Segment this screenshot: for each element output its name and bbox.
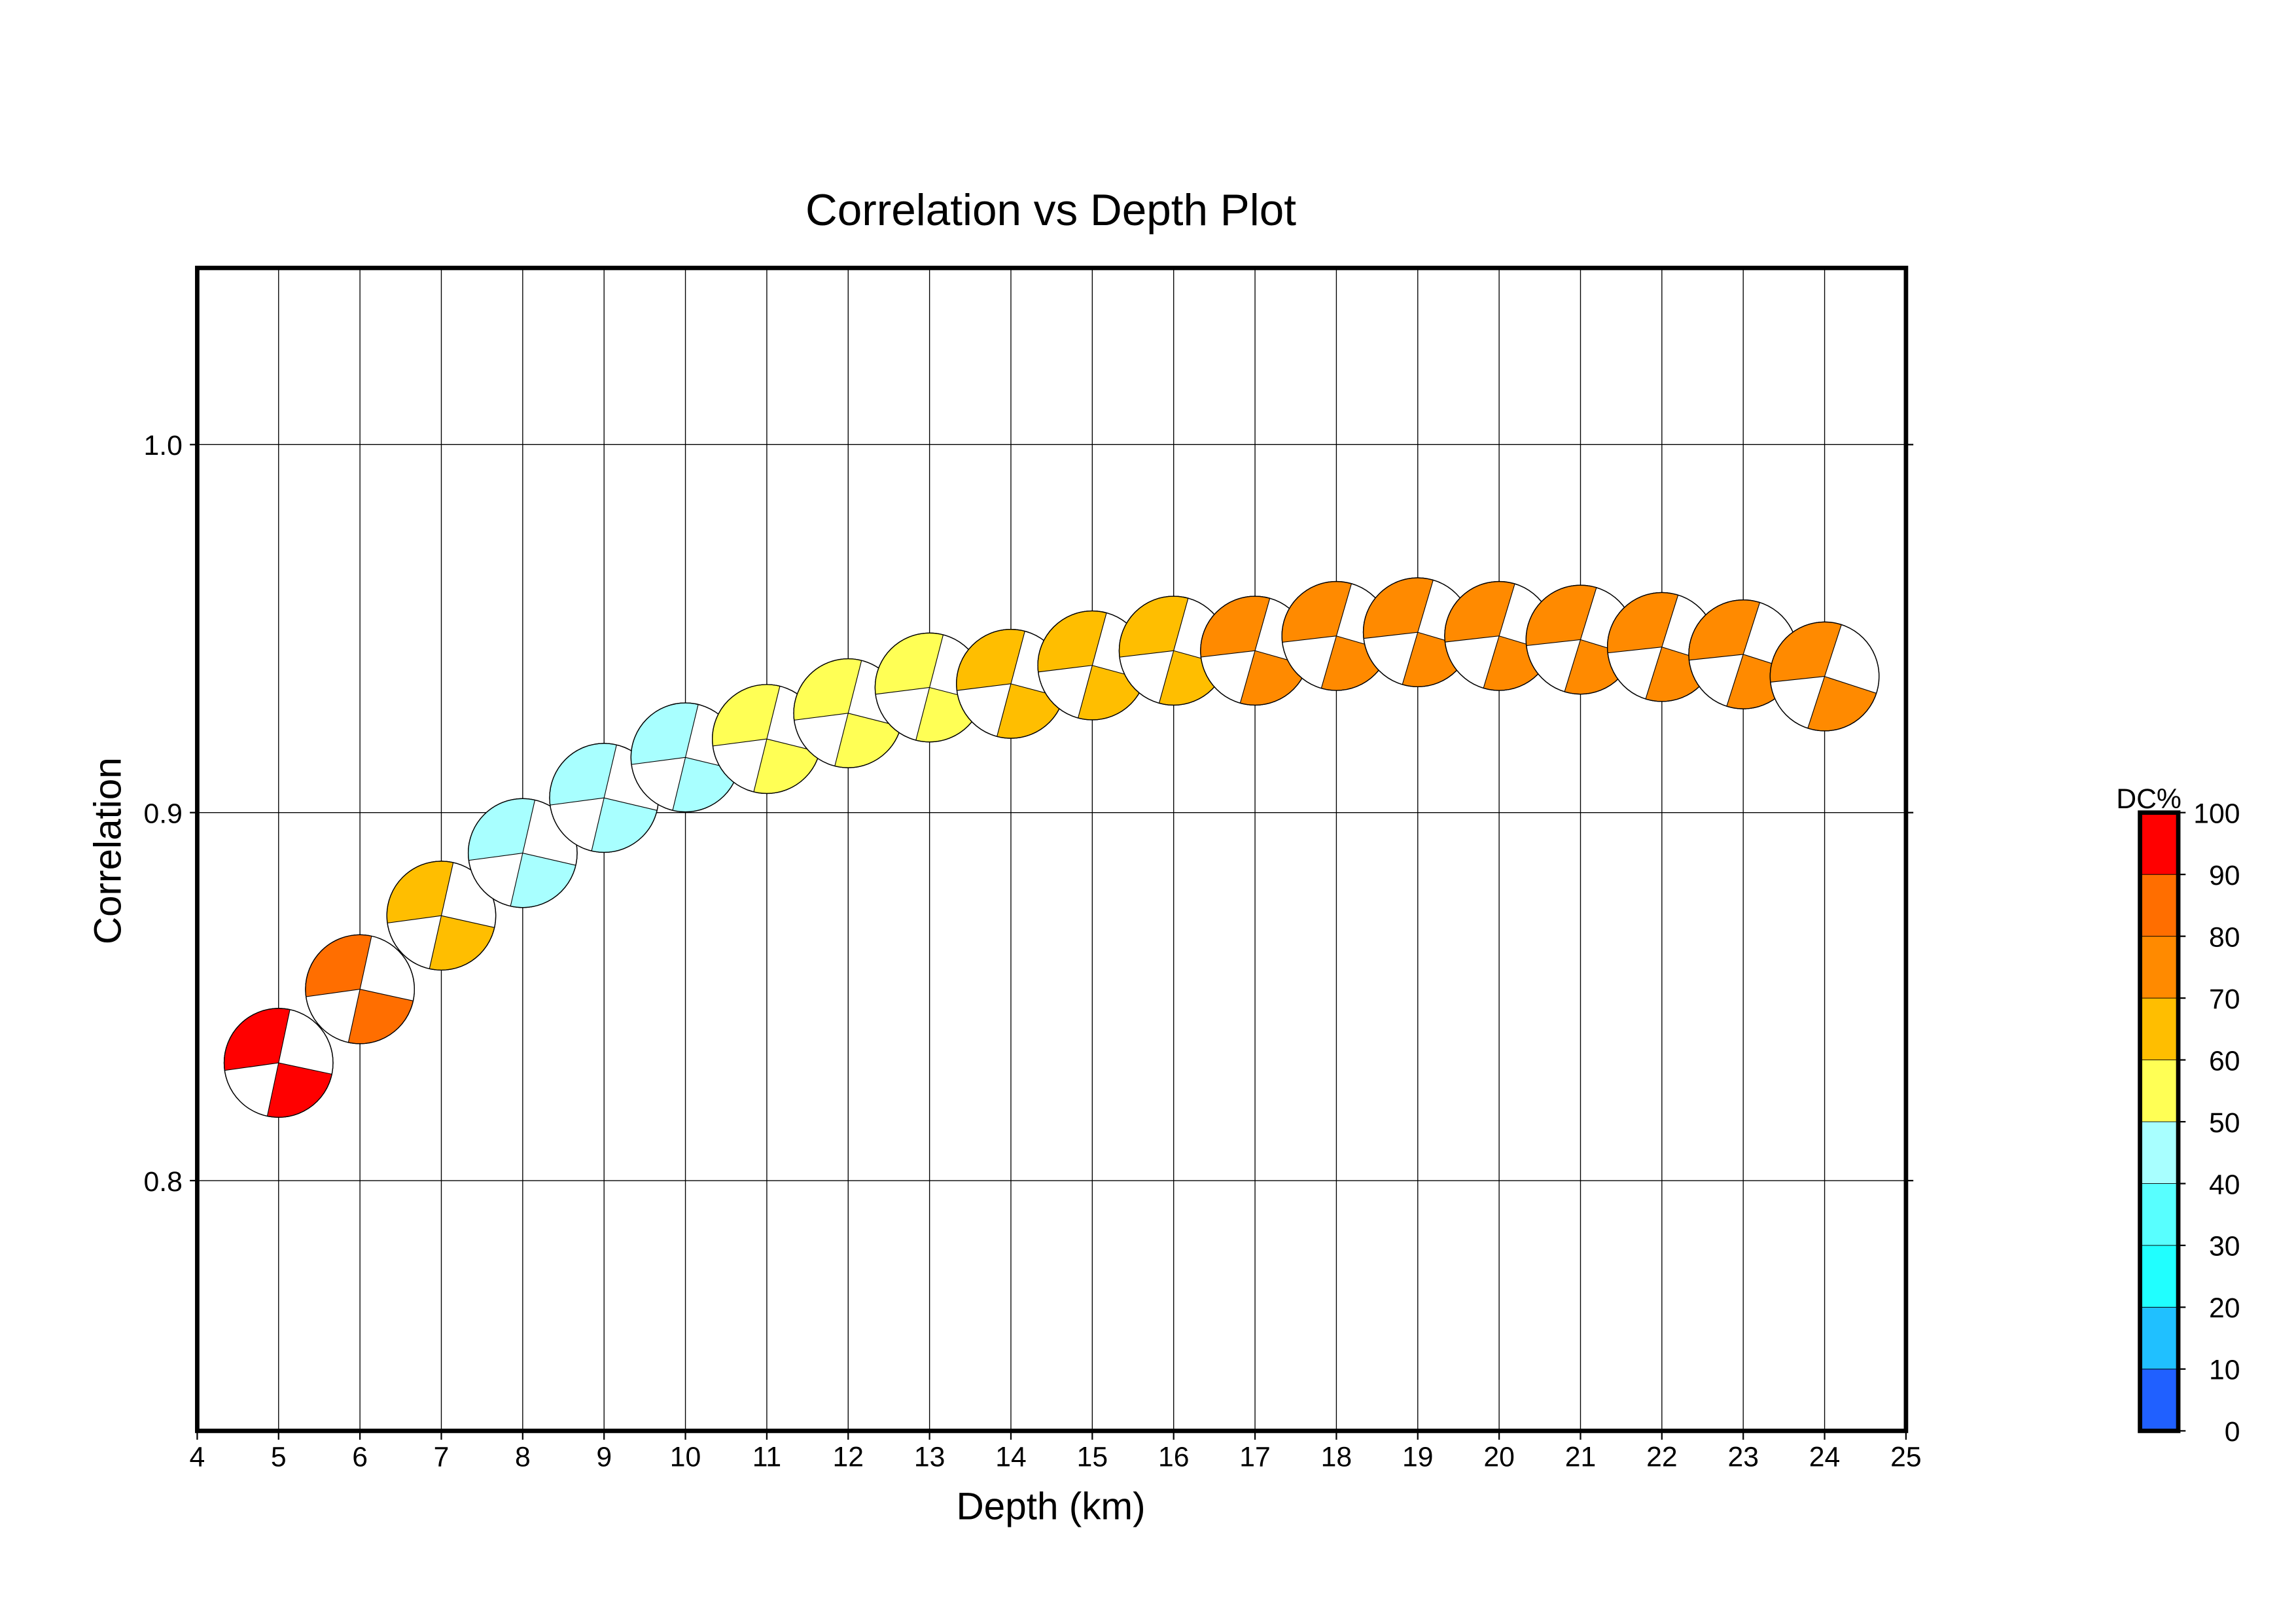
axis-ticks: 4 5 6 7 8 9 10 11 12 13 14 15 16 17 18 19 20 21 22 23 24 25 0.… [144,430,1922,1472]
x-tick-label: 25 [1890,1441,1922,1472]
beachball-outline [1769,621,1880,732]
x-tick-label: 16 [1158,1441,1190,1472]
beachball-marker [549,743,660,853]
x-tick-label: 11 [752,1441,781,1472]
x-tick-label: 20 [1483,1441,1515,1472]
colorbar-tick-label: 30 [2209,1231,2240,1262]
beachball-marker [467,798,578,908]
y-axis-label: Correlation [86,757,129,944]
y-tick-label: 0.8 [144,1166,183,1198]
grid [197,268,1906,1431]
beachball-marker [1769,621,1880,732]
y-tick-label: 0.9 [144,798,183,829]
colorbar-segment [2140,997,2179,1061]
x-tick-label: 12 [833,1441,864,1472]
beachball-outline [223,1008,334,1118]
beachball-outline [467,798,578,908]
colorbar-tick-label: 50 [2209,1107,2240,1139]
colorbar-segment [2140,1121,2179,1184]
colorbar-segment [2140,874,2179,937]
beachball-marker [386,861,497,971]
beachball-marker [1362,577,1473,688]
colorbar-tick-label: 60 [2209,1045,2240,1077]
colorbar-segment [2140,1060,2179,1122]
colorbar-tick-label: 10 [2209,1355,2240,1386]
x-tick-label: 10 [670,1441,701,1472]
colorbar-segment [2140,1183,2179,1246]
beachball-marker [223,1008,334,1118]
x-tick-label: 23 [1727,1441,1759,1472]
colorbar-tick-label: 40 [2209,1169,2240,1200]
x-tick-label: 18 [1321,1441,1352,1472]
x-tick-label: 9 [596,1441,612,1472]
x-tick-label: 6 [352,1441,368,1472]
colorbar-tick-label: 0 [2225,1416,2240,1448]
colorbar-tick-label: 20 [2209,1293,2240,1324]
x-tick-label: 7 [434,1441,450,1472]
x-tick-label: 19 [1402,1441,1434,1472]
x-tick-label: 13 [914,1441,945,1472]
x-tick-label: 4 [190,1441,205,1472]
x-tick-label: 24 [1809,1441,1841,1472]
colorbar-tick-label: 70 [2209,984,2240,1015]
y-tick-label: 1.0 [144,430,183,461]
x-tick-label: 22 [1646,1441,1678,1472]
colorbar-segment [2140,812,2179,875]
beachball-marker [956,628,1066,739]
colorbar-label: DC% [2116,783,2181,815]
x-axis-label: Depth (km) [956,1485,1145,1527]
x-tick-label: 8 [515,1441,531,1472]
colorbar-tick-label: 90 [2209,860,2240,891]
x-tick-label: 21 [1565,1441,1597,1472]
plot-frame [195,266,1909,1433]
chart-title: Correlation vs Depth Plot [805,186,1296,235]
colorbar-tick-label: 80 [2209,921,2240,953]
beachball-outline [386,861,497,971]
x-tick-label: 14 [995,1441,1027,1472]
x-tick-label: 17 [1239,1441,1271,1472]
x-tick-label: 15 [1077,1441,1108,1472]
colorbar-segment [2140,936,2179,999]
x-tick-label: 5 [271,1441,287,1472]
beachball-marker [1281,580,1392,691]
colorbar: 0 10 20 30 40 50 60 70 80 90 100 [2138,798,2240,1448]
colorbar-tick-label: 100 [2193,798,2240,829]
colorbar-segment [2140,1307,2179,1370]
colorbar-segment [2140,1368,2179,1431]
beachball-marker [305,934,415,1044]
beachball-markers [223,577,1880,1118]
beachball-marker [1444,580,1555,691]
beachball-marker [1525,584,1636,695]
beachball-outline [305,934,415,1044]
colorbar-segment [2140,1245,2179,1308]
